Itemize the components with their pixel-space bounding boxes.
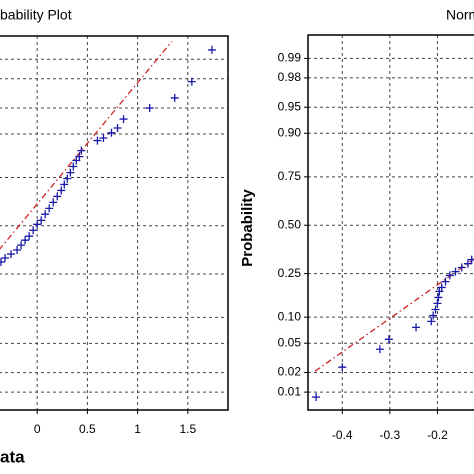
data-point [441, 277, 450, 286]
y-tick-label: 0.90 [278, 125, 302, 139]
data-point [41, 210, 50, 219]
x-tick-label: 0 [34, 422, 41, 436]
data-point [207, 45, 216, 54]
data-point [384, 335, 393, 344]
y-tick-label: 0.99 [278, 51, 302, 65]
x-tick-label: 0.5 [79, 422, 96, 436]
data-point [113, 124, 122, 133]
data-point [427, 317, 436, 326]
chart-title: bability Plot [0, 7, 72, 23]
chart-title: Norm [446, 7, 474, 23]
data-point [445, 271, 454, 280]
data-point [63, 174, 72, 183]
data-point [437, 283, 446, 292]
y-tick-label: 0.98 [278, 70, 302, 84]
data-point [431, 305, 440, 314]
x-axis-label: ata [0, 447, 25, 466]
x-tick-label: -0.4 [332, 428, 353, 442]
plot-frame [307, 34, 474, 411]
data-point [72, 156, 81, 165]
y-axis-label: Probability [239, 189, 256, 267]
y-tick-label: 0.05 [278, 335, 302, 349]
data-point [60, 180, 69, 189]
data-point [17, 241, 26, 250]
data-point [1, 253, 10, 262]
data-point [37, 216, 46, 225]
data-point [375, 345, 384, 354]
data-point [187, 77, 196, 86]
data-point [433, 299, 442, 308]
y-tick-label: 0.01 [278, 384, 302, 398]
data-point [463, 259, 472, 268]
data-point [435, 287, 444, 296]
data-point [99, 133, 108, 142]
data-point [21, 236, 30, 245]
data-point [57, 186, 66, 195]
data-point [29, 226, 38, 235]
data-point [66, 168, 75, 177]
data-point [93, 136, 102, 145]
y-tick-label: 0.10 [278, 309, 302, 323]
data-point [451, 267, 460, 276]
x-tick-label: -0.2 [427, 428, 448, 442]
x-tick-label: 1 [134, 422, 141, 436]
data-point [119, 115, 128, 124]
data-point [7, 250, 16, 259]
plot-area [308, 35, 474, 410]
data-point [107, 128, 116, 137]
y-tick-label: 0.25 [278, 266, 302, 280]
data-point [13, 246, 22, 255]
data-point [312, 393, 321, 402]
data-point [338, 363, 347, 372]
data-point [434, 293, 443, 302]
data-point [53, 192, 62, 201]
plot-area [0, 36, 228, 410]
x-tick-label: 1.5 [179, 422, 196, 436]
y-tick-label: 0.50 [278, 217, 302, 231]
y-tick-label: 0.75 [278, 169, 302, 183]
reference-line [0, 41, 173, 250]
data-point [429, 311, 438, 320]
y-tick-label: 0.95 [278, 99, 302, 113]
data-point [69, 162, 78, 171]
data-point [467, 255, 474, 264]
plot-frame [0, 35, 229, 411]
data-point [45, 204, 54, 213]
x-tick-label: -0.3 [380, 428, 401, 442]
data-point [49, 198, 58, 207]
data-point [412, 323, 421, 332]
y-tick-label: 0.02 [278, 365, 302, 379]
data-point [0, 258, 6, 267]
data-point [33, 220, 42, 229]
data-point [145, 104, 154, 113]
data-point [25, 232, 34, 241]
data-point [77, 146, 86, 155]
data-point [457, 263, 466, 272]
data-point [170, 93, 179, 102]
